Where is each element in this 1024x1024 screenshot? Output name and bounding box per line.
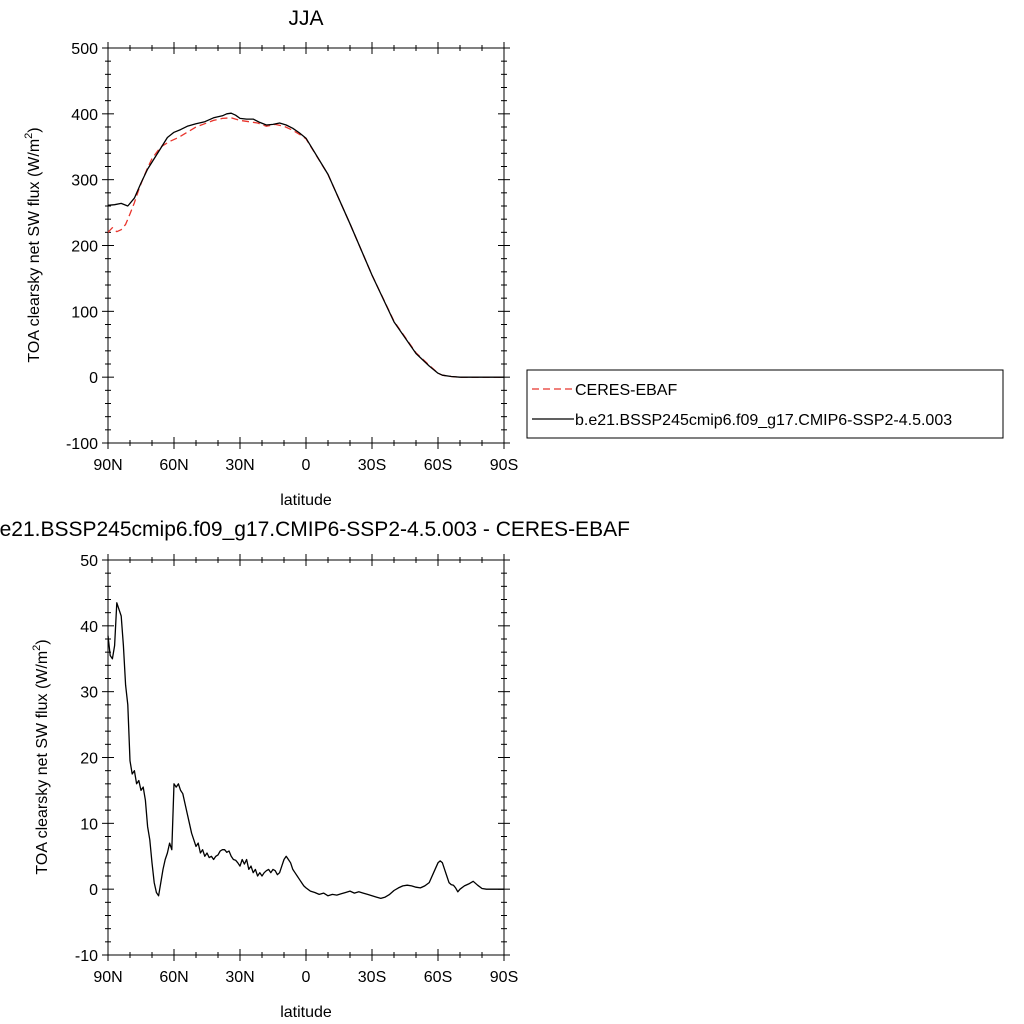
top-y-axis-label: TOA clearsky net SW flux (W/m2) — [23, 127, 43, 362]
bottom-x-tick-label: 30S — [358, 969, 386, 986]
bottom-y-tick-label: 40 — [80, 619, 98, 636]
bottom-chart-panel: b.e21.BSSP245cmip6.f09_g17.CMIP6-SSP2-4.… — [0, 518, 630, 1021]
top-x-tick-label: 30N — [225, 457, 254, 474]
top-axis-ticks: 90N 60N 30N 0 30S 60S 90S -100 0 100 200 300 400 500 — [66, 41, 518, 474]
top-y-tick-label: 100 — [71, 304, 98, 321]
bottom-x-tick-label: 90S — [490, 969, 518, 986]
bottom-x-tick-label: 60N — [159, 969, 188, 986]
bottom-y-axis-label-superscript: 2 — [31, 645, 43, 651]
bottom-y-tick-label: 0 — [89, 882, 98, 899]
bottom-y-tick-label: 30 — [80, 685, 98, 702]
top-x-tick-label: 60S — [424, 457, 452, 474]
bottom-y-tick-label: 50 — [80, 553, 98, 570]
top-chart-panel: JJA 90N 60N 30N 0 30S 60S 90S -100 0 100 200 300 400… — [23, 7, 1004, 509]
bottom-y-axis-label-close: ) — [34, 639, 51, 644]
legend: CERES-EBAF b.e21.BSSP245cmip6.f09_g17.CM… — [526, 369, 1004, 439]
top-y-tick-label: 500 — [71, 41, 98, 58]
top-series-line-0 — [107, 117, 504, 378]
top-x-tick-label: 60N — [159, 457, 188, 474]
top-x-tick-label: 90S — [490, 457, 518, 474]
bottom-y-axis-label-main: TOA clearsky net SW flux (W/m — [34, 651, 51, 875]
legend-label-ceres-ebaf: CERES-EBAF — [575, 382, 677, 399]
bottom-chart-title: b.e21.BSSP245cmip6.f09_g17.CMIP6-SSP2-4.… — [0, 518, 630, 541]
bottom-y-tick-label: -10 — [75, 948, 98, 965]
bottom-x-tick-label: 30N — [225, 969, 254, 986]
bottom-x-axis-label: latitude — [280, 1004, 332, 1021]
top-y-tick-label: 0 — [89, 370, 98, 387]
top-y-axis-label-close: ) — [26, 127, 43, 132]
top-series-layer — [107, 112, 504, 378]
top-x-tick-label: 0 — [302, 457, 311, 474]
top-x-tick-label: 30S — [358, 457, 386, 474]
top-y-axis-label-superscript: 2 — [23, 133, 35, 139]
top-y-tick-label: 300 — [71, 173, 98, 190]
top-chart-title: JJA — [288, 7, 323, 30]
bottom-axis-ticks: 90N 60N 30N 0 30S 60S 90S -10 0 10 20 30 40 50 — [75, 553, 518, 986]
top-x-tick-label: 90N — [93, 457, 122, 474]
legend-label-model: b.e21.BSSP245cmip6.f09_g17.CMIP6-SSP2-4.… — [575, 412, 952, 429]
bottom-plot-frame — [107, 559, 505, 956]
bottom-x-tick-label: 90N — [93, 969, 122, 986]
top-y-tick-label: 400 — [71, 107, 98, 124]
bottom-x-tick-label: 60S — [424, 969, 452, 986]
bottom-x-tick-label: 0 — [302, 969, 311, 986]
top-plot-frame — [107, 47, 505, 444]
top-x-axis-label: latitude — [280, 492, 332, 509]
top-y-axis-label-main: TOA clearsky net SW flux (W/m — [26, 139, 43, 363]
bottom-series-layer — [107, 602, 504, 900]
bottom-y-tick-label: 10 — [80, 816, 98, 833]
bottom-y-tick-label: 20 — [80, 751, 98, 768]
bottom-series-line-0 — [107, 602, 504, 900]
bottom-y-axis-label: TOA clearsky net SW flux (W/m2) — [31, 639, 51, 874]
legend-box — [526, 369, 1004, 439]
top-y-tick-label: -100 — [66, 436, 98, 453]
top-y-tick-label: 200 — [71, 239, 98, 256]
top-series-line-1 — [107, 112, 504, 378]
